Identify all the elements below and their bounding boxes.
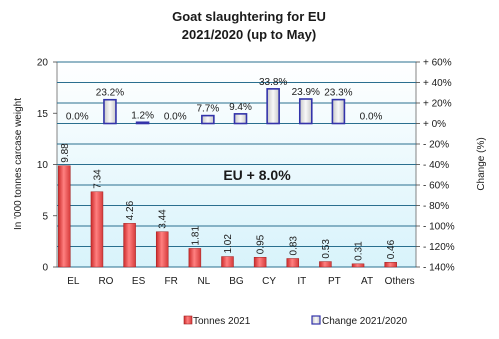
y2-axis-title: Change (%): [476, 137, 487, 190]
bar-tonnes: [319, 261, 332, 268]
legend-label-change: Change 2021/2020: [322, 316, 408, 327]
y2-tick-label: - 140%: [423, 263, 455, 274]
chart-title-line1: Goat slaughtering for EU: [172, 9, 326, 24]
data-label-tonnes: 0.46: [386, 239, 397, 259]
data-label-tonnes: 9.88: [60, 143, 71, 163]
data-label-tonnes: 1.02: [223, 234, 234, 254]
data-label-change: 0.0%: [360, 112, 383, 123]
y-tick-label: 15: [37, 109, 49, 120]
y2-tick-label: - 40%: [423, 160, 449, 171]
x-tick-label: CY: [262, 276, 276, 287]
eu-change-annotation: EU + 8.0%: [223, 167, 291, 183]
legend: Tonnes 2021 Change 2021/2020: [183, 315, 408, 327]
bar-tonnes: [90, 191, 104, 268]
x-tick-label: NL: [197, 276, 210, 287]
x-axis: EL RO ES FR NL BG CY IT PT AT Others: [67, 276, 414, 287]
data-label-tonnes: 0.53: [321, 239, 332, 259]
data-label-tonnes: 0.31: [354, 241, 365, 261]
data-label-change: 9.4%: [229, 102, 252, 113]
data-label-tonnes: 1.81: [190, 226, 201, 246]
data-label-change: 0.0%: [66, 112, 89, 123]
y-tick-label: 0: [42, 263, 48, 274]
bar-tonnes: [351, 263, 365, 268]
y-tick-label: 20: [37, 58, 49, 69]
bar-tonnes: [188, 248, 202, 268]
bar-change: [266, 88, 280, 125]
x-tick-label: PT: [328, 276, 341, 287]
x-tick-label: EL: [67, 276, 80, 287]
data-label-tonnes: 3.44: [158, 209, 169, 229]
data-label-tonnes: 4.26: [125, 200, 136, 220]
y2-tick-label: - 80%: [423, 201, 449, 212]
y2-tick-label: - 60%: [423, 181, 449, 192]
series-change-2021-2020: 0.0% 23.2% 1.2% 0.0% 7.7% 9.4% 33.8% 23.9% 23.3%…: [66, 77, 383, 125]
x-tick-label: AT: [361, 276, 373, 287]
data-label-change: 33.8%: [259, 77, 287, 88]
x-tick-label: FR: [165, 276, 178, 287]
bar-change: [201, 114, 215, 125]
y2-tick-label: + 20%: [423, 99, 452, 110]
data-label-change: 0.0%: [164, 112, 187, 123]
data-label-change: 23.9%: [292, 87, 320, 98]
x-tick-label: RO: [98, 276, 113, 287]
legend-swatch-tonnes: [183, 315, 193, 325]
y-axis-left: 0 5 10 15 20: [37, 58, 57, 274]
y2-tick-label: - 120%: [423, 242, 455, 253]
x-tick-label: Others: [385, 276, 415, 287]
bar-tonnes: [384, 262, 397, 268]
bar-tonnes: [155, 231, 169, 268]
data-label-change: 7.7%: [196, 104, 219, 115]
y2-tick-label: + 60%: [423, 58, 452, 69]
y-axis-right: - 140% - 120% - 100% - 80% - 60% - 40% - 20% + …: [416, 58, 455, 274]
data-label-change: 23.2%: [96, 88, 124, 99]
x-tick-label: BG: [229, 276, 244, 287]
bar-change: [233, 113, 248, 125]
y2-tick-label: - 20%: [423, 140, 449, 151]
y2-tick-label: + 0%: [423, 119, 446, 130]
bar-change: [135, 121, 150, 125]
legend-label-tonnes: Tonnes 2021: [193, 316, 251, 327]
bar-change: [103, 98, 117, 125]
y2-tick-label: + 40%: [423, 78, 452, 89]
legend-swatch-change: [311, 315, 321, 325]
bar-change: [298, 98, 313, 125]
bar-change: [331, 98, 346, 125]
bar-tonnes: [123, 223, 136, 268]
chart-title-line2: 2021/2020 (up to May): [182, 27, 316, 42]
series-tonnes-2021: 9.88 7.34 4.26 3.44 1.81 1.02 0.95 0.83 0.53 0.31…: [58, 143, 397, 268]
data-label-tonnes: 0.95: [256, 234, 267, 254]
y2-tick-label: - 100%: [423, 222, 455, 233]
data-label-change: 23.3%: [324, 88, 352, 99]
y-axis-title: In '000 tonnes carcase weight: [13, 98, 24, 230]
bar-tonnes: [221, 256, 234, 268]
y-tick-label: 5: [42, 211, 48, 222]
data-label-tonnes: 7.34: [92, 169, 103, 189]
bar-tonnes: [286, 258, 300, 268]
data-label-tonnes: 0.83: [288, 236, 299, 256]
y-tick-label: 10: [37, 160, 49, 171]
bar-tonnes: [58, 165, 71, 268]
x-tick-label: IT: [297, 276, 306, 287]
bar-tonnes: [253, 257, 267, 268]
data-label-change: 1.2%: [131, 110, 154, 121]
x-tick-label: ES: [132, 276, 146, 287]
